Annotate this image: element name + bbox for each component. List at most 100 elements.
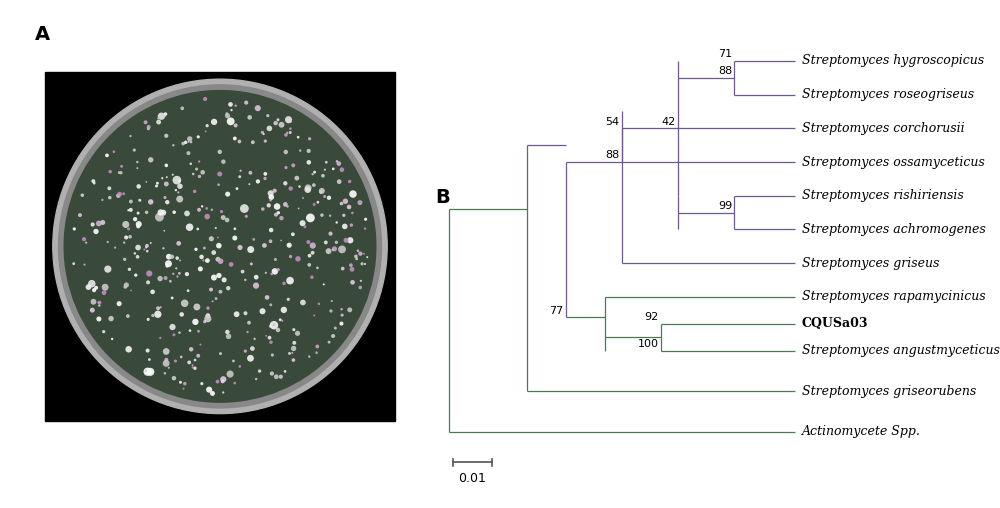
Point [213, 257, 229, 265]
Point [276, 279, 292, 288]
Point [99, 151, 115, 160]
Point [348, 252, 364, 261]
Point [92, 299, 108, 307]
Point [345, 278, 361, 287]
Point [127, 215, 143, 223]
Point [158, 356, 174, 364]
Point [162, 277, 178, 285]
Point [204, 206, 220, 214]
Point [164, 294, 180, 302]
Point [270, 116, 286, 124]
Point [159, 198, 175, 206]
Point [357, 225, 373, 233]
Point [201, 386, 217, 394]
Point [248, 273, 264, 281]
Point [190, 133, 206, 141]
Point [309, 348, 325, 357]
Point [158, 347, 174, 356]
Point [264, 351, 280, 359]
Point [304, 273, 320, 281]
Point [295, 298, 311, 306]
Point [237, 309, 253, 318]
Point [185, 363, 201, 371]
Point [91, 299, 107, 307]
Point [169, 254, 185, 262]
Point [126, 146, 142, 154]
Point [165, 270, 181, 278]
Point [141, 356, 157, 364]
Point [357, 260, 373, 268]
Point [141, 123, 157, 131]
Point [120, 312, 136, 320]
Point [157, 112, 173, 120]
Point [118, 281, 134, 289]
Point [208, 224, 224, 232]
Point [138, 243, 154, 251]
Point [278, 164, 294, 172]
Point [183, 138, 199, 146]
Point [329, 157, 345, 166]
Point [76, 235, 92, 243]
Point [223, 117, 239, 125]
Point [311, 300, 327, 308]
Point [172, 329, 188, 337]
Point [127, 249, 143, 258]
Point [219, 328, 235, 336]
Point [153, 303, 169, 311]
Text: 0.01: 0.01 [459, 472, 486, 485]
Point [286, 339, 302, 347]
Point [270, 209, 286, 217]
Point [180, 149, 196, 157]
Point [315, 172, 331, 180]
Point [199, 311, 215, 319]
Point [190, 352, 206, 360]
Point [197, 95, 213, 103]
Point [150, 114, 166, 122]
Point [212, 148, 228, 156]
Point [301, 147, 317, 155]
Point [264, 270, 280, 278]
Point [171, 239, 187, 247]
Point [157, 194, 173, 202]
Point [132, 196, 148, 204]
Point [358, 215, 374, 224]
Point [145, 288, 161, 296]
Point [164, 252, 180, 261]
Point [85, 220, 101, 229]
Text: Streptomyces griseorubens: Streptomyces griseorubens [802, 385, 976, 398]
Point [122, 233, 138, 241]
Point [281, 241, 297, 249]
Point [306, 201, 322, 209]
Point [117, 256, 133, 264]
Point [349, 255, 365, 263]
Point [151, 118, 167, 126]
Point [215, 377, 231, 386]
Point [189, 303, 205, 311]
Point [238, 212, 254, 220]
Point [190, 225, 206, 233]
Point [231, 138, 247, 146]
Point [307, 168, 323, 176]
Point [199, 204, 215, 212]
Point [227, 234, 243, 242]
Point [242, 354, 258, 362]
Point [248, 281, 264, 290]
Point [91, 301, 107, 309]
Point [166, 374, 182, 382]
Point [220, 190, 236, 198]
Text: 42: 42 [662, 116, 676, 126]
Point [187, 187, 203, 196]
Point [140, 124, 156, 133]
Point [95, 218, 111, 227]
Point [165, 323, 181, 331]
Point [227, 225, 243, 233]
Point [101, 184, 117, 193]
Point [237, 347, 253, 355]
Point [213, 207, 229, 215]
Point [334, 305, 350, 313]
Point [194, 253, 210, 261]
Point [281, 116, 297, 124]
Point [208, 272, 224, 280]
Point [191, 327, 207, 335]
Point [199, 121, 215, 130]
